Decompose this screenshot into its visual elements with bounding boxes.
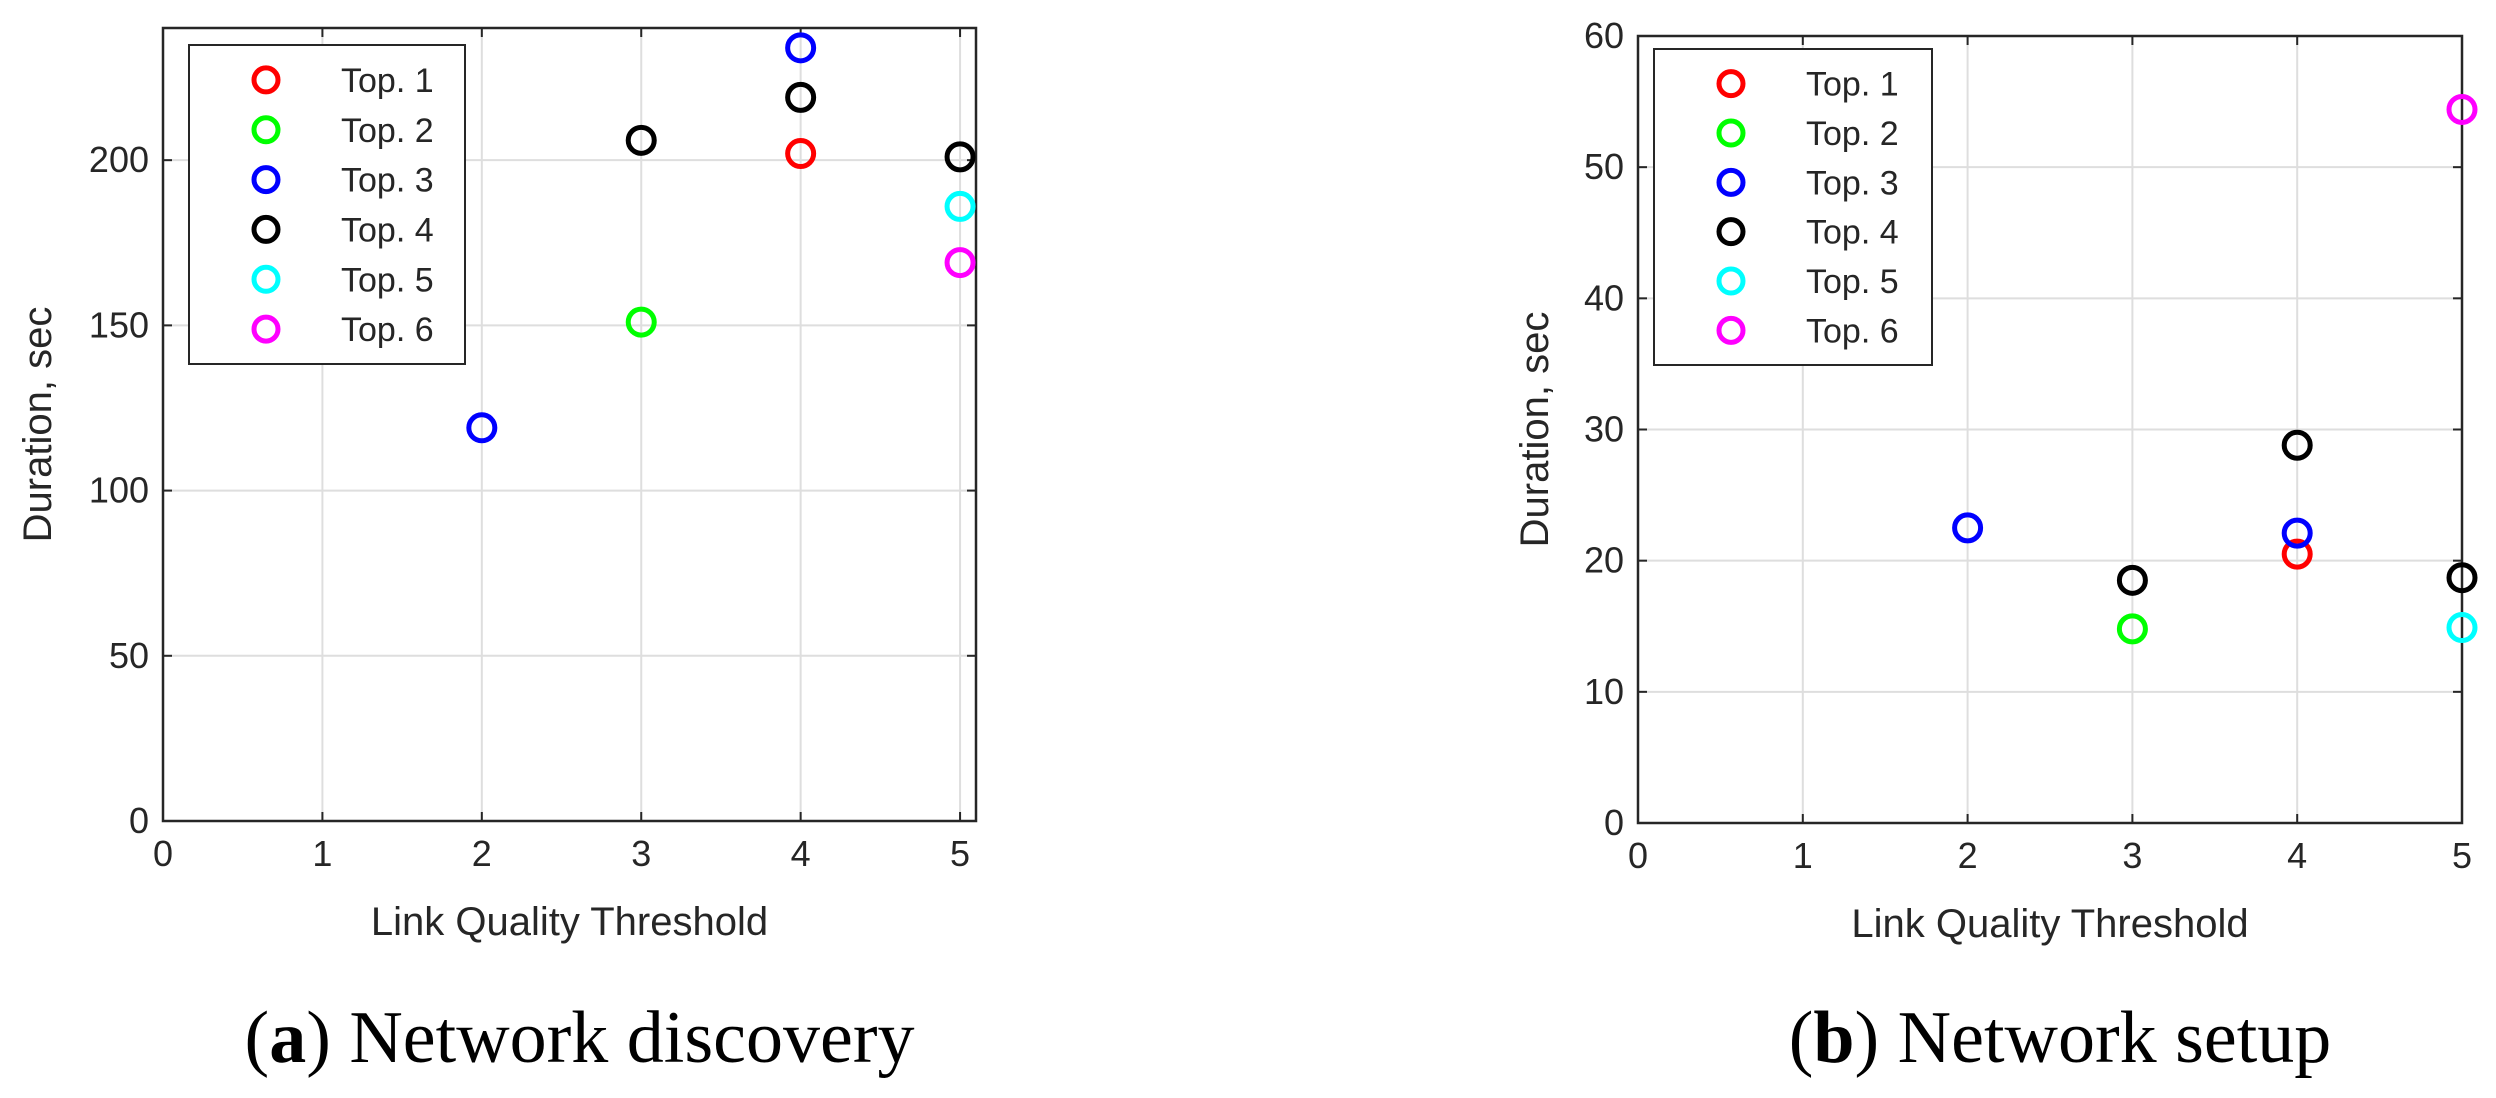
y-tick-label: 10 <box>1584 671 1624 712</box>
y-axis-label: Duration, sec <box>1513 312 1557 548</box>
y-tick-label: 150 <box>89 304 149 345</box>
data-point-top-3 <box>1952 512 1984 544</box>
x-tick-label: 5 <box>950 833 970 874</box>
caption-letter: b <box>1813 997 1854 1079</box>
y-tick-label: 50 <box>109 635 149 676</box>
caption-paren-close: ) <box>306 997 349 1079</box>
legend-label: Top. 4 <box>341 211 434 249</box>
legend-marker-top-3 <box>251 165 281 195</box>
x-axis-label: Link Quality Threshold <box>371 900 768 944</box>
caption-paren-close: ) <box>1855 997 1898 1079</box>
legend: Top. 1 Top. 2 Top. 3 Top. 4 Top. 5 Top. 6 <box>188 44 466 365</box>
caption-text: Network setup <box>1898 997 2332 1079</box>
legend-marker-top-2 <box>1716 118 1746 148</box>
data-point-top-2 <box>2116 613 2148 645</box>
legend-marker-top-1 <box>251 65 281 95</box>
legend-label: Top. 4 <box>1806 214 1899 252</box>
data-point-top-4 <box>2116 564 2148 596</box>
y-tick-label: 0 <box>1604 802 1624 843</box>
data-point-top-6 <box>2446 93 2478 125</box>
x-tick-label: 1 <box>1793 835 1813 876</box>
legend-marker-top-6 <box>251 314 281 344</box>
caption-paren-open: ( <box>1789 997 1814 1079</box>
data-point-top-4 <box>2446 562 2478 594</box>
legend-label: Top. 3 <box>1806 164 1899 202</box>
data-point-top-4 <box>2281 429 2313 461</box>
legend-marker-top-3 <box>1716 167 1746 197</box>
data-point-top-1 <box>785 138 817 170</box>
legend-box <box>188 44 466 365</box>
legend: Top. 1 Top. 2 Top. 3 Top. 4 Top. 5 Top. 6 <box>1653 48 1933 366</box>
y-tick-label: 0 <box>129 800 149 841</box>
y-tick-label: 40 <box>1584 277 1624 318</box>
data-point-top-4 <box>785 81 817 113</box>
y-tick-label: 200 <box>89 139 149 180</box>
y-tick-label: 100 <box>89 470 149 511</box>
axes-box <box>161 26 978 823</box>
x-tick-label: 4 <box>791 833 811 874</box>
y-axis-label: Duration, sec <box>16 307 60 543</box>
y-tick-label: 60 <box>1584 15 1624 56</box>
axes-box <box>1636 34 2464 825</box>
x-tick-label: 5 <box>2452 835 2472 876</box>
data-point-top-5 <box>2446 612 2478 644</box>
legend-marker-top-2 <box>251 115 281 145</box>
legend-label: Top. 1 <box>341 62 434 100</box>
data-point-top-5 <box>944 190 976 222</box>
legend-label: Top. 2 <box>341 112 434 150</box>
data-point-top-3 <box>466 412 498 444</box>
legend-label: Top. 6 <box>1806 312 1899 350</box>
data-point-top-4 <box>944 141 976 173</box>
x-tick-label: 2 <box>1958 835 1978 876</box>
x-tick-label: 0 <box>153 833 173 874</box>
x-tick-label: 3 <box>631 833 651 874</box>
legend-marker-top-4 <box>251 214 281 244</box>
caption-text: Network discovery <box>349 997 914 1079</box>
data-point-top-4 <box>625 124 657 156</box>
y-tick-label: 30 <box>1584 409 1624 450</box>
data-point-top-1 <box>2281 538 2313 570</box>
y-tick-label: 20 <box>1584 540 1624 581</box>
legend-label: Top. 3 <box>341 162 434 200</box>
caption-paren-open: ( <box>245 997 270 1079</box>
caption-letter: a <box>269 997 306 1079</box>
x-tick-label: 4 <box>2287 835 2307 876</box>
x-axis-label: Link Quality Threshold <box>1851 902 2248 946</box>
x-tick-label: 3 <box>2122 835 2142 876</box>
x-tick-label: 0 <box>1628 835 1648 876</box>
subfigure-caption: (a) Network discovery <box>245 997 915 1079</box>
data-point-top-3 <box>2281 517 2313 549</box>
legend-marker-top-4 <box>1716 217 1746 247</box>
legend-label: Top. 2 <box>1806 115 1899 153</box>
x-tick-label: 2 <box>472 833 492 874</box>
legend-marker-top-6 <box>1716 315 1746 345</box>
legend-label: Top. 1 <box>1806 66 1899 104</box>
subfigure-caption: (b) Network setup <box>1789 997 2332 1079</box>
x-tick-label: 1 <box>312 833 332 874</box>
legend-marker-top-1 <box>1716 69 1746 99</box>
legend-marker-top-5 <box>251 264 281 294</box>
data-point-top-2 <box>625 306 657 338</box>
y-tick-label: 50 <box>1584 146 1624 187</box>
legend-box <box>1653 48 1933 366</box>
data-point-top-6 <box>944 247 976 279</box>
legend-marker-top-5 <box>1716 266 1746 296</box>
legend-label: Top. 5 <box>1806 263 1899 301</box>
data-point-top-3 <box>785 32 817 64</box>
legend-label: Top. 5 <box>341 261 434 299</box>
legend-label: Top. 6 <box>341 311 434 349</box>
